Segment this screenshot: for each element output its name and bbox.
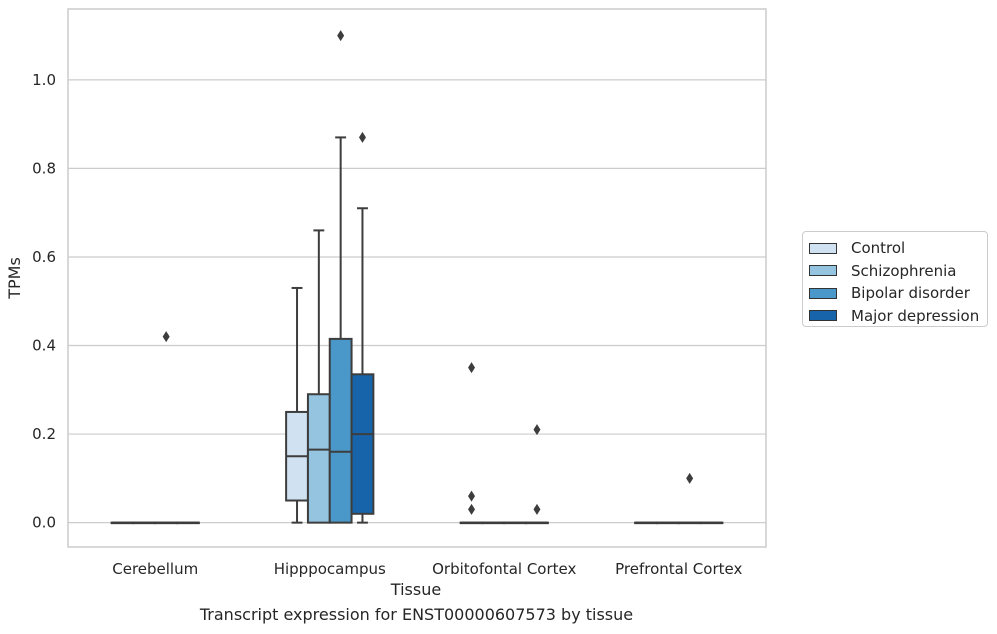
box-layer (110, 30, 724, 525)
outlier-point (533, 503, 541, 515)
box-0-0 (110, 521, 135, 525)
chart-caption: Transcript expression for ENST0000060757… (199, 605, 634, 624)
outlier-point (468, 362, 476, 374)
box-1-1 (306, 229, 331, 524)
legend-swatch (809, 287, 837, 299)
x-axis-label: Tissue (390, 580, 441, 599)
box-3-2 (677, 472, 702, 525)
y-tick-label: 1.0 (32, 71, 56, 89)
box-2-1 (481, 521, 506, 525)
legend-label: Bipolar disorder (851, 284, 970, 303)
outlier-point (468, 490, 476, 502)
box-2-0 (459, 362, 484, 525)
box-1-3 (350, 131, 375, 524)
legend-label: Control (851, 239, 906, 258)
box-3-0 (634, 521, 658, 525)
box-2-3 (525, 424, 549, 525)
grid-lines (68, 79, 766, 524)
y-tick-labels: 0.0 0.2 0.4 0.6 0.8 1.0 (32, 71, 56, 532)
outlier-point (162, 331, 170, 343)
x-tick-label: Cerebellum (112, 560, 198, 578)
box-2-2 (503, 521, 528, 525)
box-0-3 (176, 521, 200, 525)
x-tick-label: Orbitofontal Cortex (432, 560, 576, 578)
box-iqr (328, 337, 353, 524)
y-tick-label: 0.8 (32, 159, 56, 177)
box-1-2 (328, 30, 353, 524)
box-3-1 (655, 521, 680, 525)
outlier-point (337, 30, 345, 42)
x-tick-label: Prefrontal Cortex (615, 560, 742, 578)
legend-item: Major depression (809, 305, 981, 328)
legend-item: Schizophrenia (809, 260, 981, 283)
outlier-point (468, 503, 476, 515)
y-tick-label: 0.2 (32, 425, 56, 443)
x-tick-label: Hipppocampus (274, 560, 386, 578)
legend-label: Major depression (851, 306, 980, 325)
y-tick-label: 0.6 (32, 248, 56, 266)
outlier-point (533, 424, 541, 436)
legend-swatch (809, 310, 837, 322)
legend-swatch (809, 242, 837, 254)
box-0-2 (154, 331, 179, 525)
legend-item: Control (809, 237, 981, 260)
x-tick-labels: Cerebellum Hipppocampus Orbitofontal Corte… (112, 560, 742, 578)
legend-label: Schizophrenia (851, 261, 957, 280)
outlier-point (686, 472, 694, 484)
y-axis-label: TPMs (5, 257, 24, 300)
box-0-1 (132, 521, 157, 525)
plot-area-frame (67, 8, 767, 548)
legend-item: Bipolar disorder (809, 282, 981, 305)
legend: Control Schizophrenia Bipolar disorder Majo… (802, 231, 988, 327)
outlier-point (358, 131, 366, 143)
y-tick-label: 0.0 (32, 514, 56, 532)
y-tick-label: 0.4 (32, 337, 56, 355)
legend-swatch (809, 265, 837, 277)
box-iqr (306, 393, 331, 524)
box-1-0 (285, 286, 309, 524)
box-3-3 (699, 521, 724, 525)
box-iqr (350, 373, 375, 515)
